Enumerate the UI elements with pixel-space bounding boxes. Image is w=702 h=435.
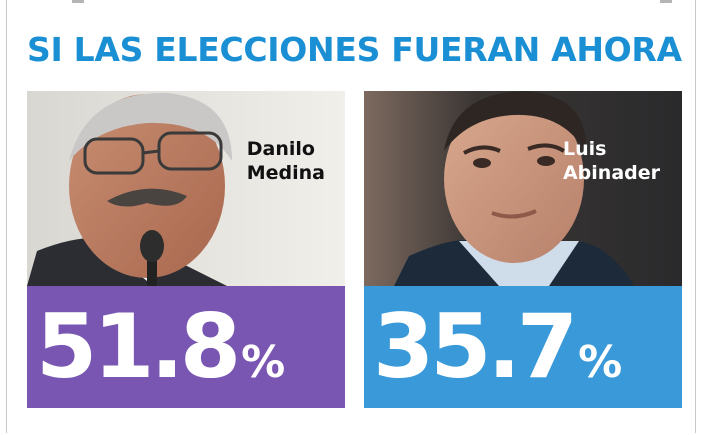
page-frame [6, 0, 696, 433]
candidate-name-abinader: Luis Abinader [563, 138, 660, 186]
candidate-photo-medina [27, 91, 345, 286]
percentage-band [364, 286, 682, 408]
candidate-card-abinader: Luis Abinader 35.7% [364, 91, 682, 408]
candidate-last-name: Medina [246, 161, 325, 184]
candidate-name-medina: Danilo Medina [247, 138, 325, 186]
percentage-label-medina: 51.8% [36, 303, 285, 391]
percentage-value: 51.8 [36, 295, 241, 398]
percentage-band [27, 286, 345, 408]
headline: SI LAS ELECCIONES FUERAN AHORA [27, 30, 682, 69]
candidate-photo-abinader [364, 91, 682, 286]
percent-sign: % [241, 337, 286, 388]
crop-mark [660, 0, 672, 3]
candidate-first-name: Luis [562, 138, 607, 160]
candidate-last-name: Abinader [562, 161, 660, 184]
percentage-label-abinader: 35.7% [373, 303, 622, 391]
candidate-first-name: Danilo [246, 138, 315, 160]
candidate-card-medina: Danilo Medina 51.8% [27, 91, 345, 408]
crop-mark [72, 0, 84, 3]
percent-sign: % [578, 337, 623, 388]
percentage-value: 35.7 [373, 295, 578, 398]
